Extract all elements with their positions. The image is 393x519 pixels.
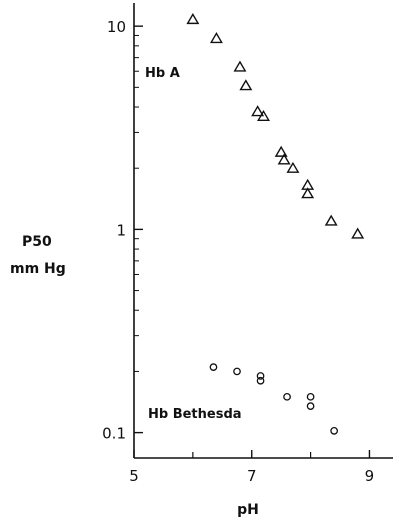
hb-bethesda-point [306, 402, 315, 410]
hb-bethesda-point [233, 367, 241, 376]
hb-a-point [251, 105, 265, 117]
hb-bethesda-point [306, 392, 315, 401]
hb-bethesda-point [256, 372, 265, 380]
series-label-hb-a: Hb A [145, 66, 180, 81]
y-tick-label: 0.1 [102, 425, 126, 443]
x-tick-label: 7 [247, 467, 257, 485]
hb-a-point [351, 227, 365, 239]
x-tick-label: 5 [129, 467, 139, 485]
data-marks [186, 12, 365, 435]
hb-a-point [239, 79, 253, 91]
x-tick-label: 9 [365, 467, 375, 485]
hb-a-point [324, 214, 338, 226]
hb-a-point [286, 161, 300, 173]
x-axis-label: pH [237, 502, 259, 518]
hb-a-point [257, 109, 270, 122]
y-axis-label-sub: mm Hg [10, 261, 66, 277]
y-axis-label-main: P50 [22, 234, 52, 250]
hb-bethesda-point [256, 376, 265, 385]
ticks: 5 7 9 0.1 1 10 [102, 18, 374, 485]
hb-a-point [277, 153, 291, 165]
y-tick-label: 10 [107, 18, 126, 36]
hb-bethesda-point [283, 392, 291, 401]
hb-a-point [209, 32, 223, 44]
hb-a-point [186, 12, 200, 25]
hb-a-point [274, 145, 288, 157]
series-label-hb-bethesda: Hb Bethesda [148, 407, 242, 422]
hb-a-point [233, 60, 247, 72]
y-tick-label: 1 [116, 221, 126, 239]
hb-a-point [301, 187, 315, 199]
hb-bethesda-point [330, 427, 338, 435]
hb-bethesda-point [209, 363, 218, 371]
axes [133, 3, 393, 459]
